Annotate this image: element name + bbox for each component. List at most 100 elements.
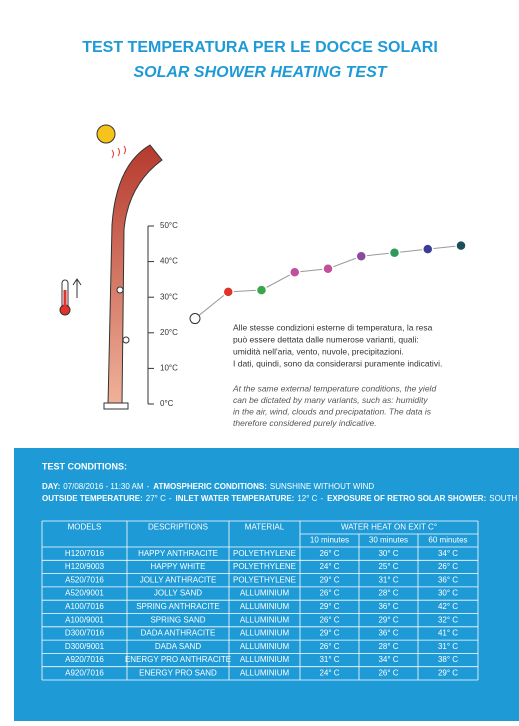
conditions-title: TEST CONDITIONS: bbox=[42, 461, 127, 471]
table-cell: 38° C bbox=[438, 655, 458, 664]
condition-value: SOUTH bbox=[489, 494, 517, 503]
table-cell: A920/7016 bbox=[65, 655, 104, 664]
table-cell: ENERGY PRO SAND bbox=[139, 668, 217, 677]
table-cell: DADA SAND bbox=[155, 642, 201, 651]
condition-label: INLET WATER TEMPERATURE: bbox=[176, 494, 295, 503]
table-cell: POLYETHYLENE bbox=[233, 562, 296, 571]
table-cell: POLYETHYLENE bbox=[233, 549, 296, 558]
table-cell: D300/7016 bbox=[65, 629, 105, 638]
table-cell: 31° C bbox=[319, 655, 339, 664]
table-cell: 34° C bbox=[438, 549, 458, 558]
table-cell: 60 minutes bbox=[428, 536, 467, 545]
table-cell: H120/9003 bbox=[65, 562, 105, 571]
table-cell: ALLUMINIUM bbox=[240, 629, 290, 638]
table-cell: 28° C bbox=[378, 642, 398, 651]
table-cell: 24° C bbox=[319, 668, 339, 677]
table-cell: 42° C bbox=[438, 602, 458, 611]
table-cell: WATER HEAT ON EXIT C° bbox=[341, 523, 437, 532]
table-cell: 30 minutes bbox=[369, 536, 408, 545]
table-cell: 30° C bbox=[438, 589, 458, 598]
table-cell: HAPPY ANTHRACITE bbox=[138, 549, 218, 558]
table-cell: 34° C bbox=[378, 655, 398, 664]
table-cell: ALLUMINIUM bbox=[240, 668, 290, 677]
note-en: in the air, wind, clouds and precipatati… bbox=[233, 406, 432, 416]
table-cell: JOLLY ANTHRACITE bbox=[140, 575, 217, 584]
table-cell: 36° C bbox=[438, 575, 458, 584]
table-cell: DADA ANTHRACITE bbox=[141, 629, 216, 638]
table-cell: 26° C bbox=[319, 589, 339, 598]
dot bbox=[455, 239, 467, 252]
condition-value: SUNSHINE WITHOUT WIND bbox=[270, 482, 375, 491]
table-cell: 26° C bbox=[378, 668, 398, 677]
table-cell: 29° C bbox=[319, 602, 339, 611]
table-cell: 32° C bbox=[438, 615, 458, 624]
table-cell: 29° C bbox=[319, 575, 339, 584]
condition-value: 27° C bbox=[146, 494, 166, 503]
table-cell: A100/7016 bbox=[65, 602, 104, 611]
table-cell: ALLUMINIUM bbox=[240, 655, 290, 664]
blue-panel bbox=[14, 448, 519, 721]
shower-illustration bbox=[59, 124, 163, 410]
y-tick-label: 0°C bbox=[160, 399, 174, 408]
condition-label: OUTSIDE TEMPERATURE: bbox=[42, 494, 143, 503]
table-cell: A520/9001 bbox=[65, 589, 104, 598]
condition-value: 12° C bbox=[297, 494, 317, 503]
table-cell: 30° C bbox=[378, 549, 398, 558]
note-it: umidità nell'aria, vento, nuvole, precip… bbox=[233, 346, 404, 356]
table-cell: 10 minutes bbox=[310, 536, 349, 545]
condition-value: 07/08/2016 - 11:30 AM bbox=[63, 482, 144, 491]
y-tick-label: 30°C bbox=[160, 292, 178, 301]
notes: Alle stesse condizioni esterne di temper… bbox=[232, 322, 442, 428]
table-cell: A100/9001 bbox=[65, 615, 104, 624]
table-cell: 36° C bbox=[378, 629, 398, 638]
table-cell: 28° C bbox=[378, 589, 398, 598]
subtitle: SOLAR SHOWER HEATING TEST bbox=[133, 64, 387, 81]
note-en: therefore considered purely indicative. bbox=[233, 418, 377, 428]
chart: 0°C 10°C 20°C 30°C 40°C 50°C bbox=[147, 221, 467, 408]
note-it: Alle stesse condizioni esterne di temper… bbox=[233, 322, 433, 332]
dot bbox=[255, 284, 268, 296]
table-cell: SPRING SAND bbox=[150, 615, 205, 624]
table-cell: ALLUMINIUM bbox=[240, 589, 290, 598]
note-it: I dati, quindi, sono da considerarsi pur… bbox=[233, 358, 442, 368]
separator: - bbox=[320, 494, 323, 503]
table-cell: ALLUMINIUM bbox=[240, 642, 290, 651]
table-cell: HAPPY WHITE bbox=[151, 562, 206, 571]
table-cell: 26° C bbox=[319, 642, 339, 651]
note-en: can be dictated by many variants, such a… bbox=[233, 395, 428, 405]
y-tick-label: 10°C bbox=[160, 364, 178, 373]
table-cell: JOLLY SAND bbox=[154, 589, 202, 598]
note-en: At the same external temperature conditi… bbox=[232, 383, 436, 393]
table-cell: MATERIAL bbox=[245, 523, 285, 532]
separator: - bbox=[169, 494, 172, 503]
y-tick-label: 50°C bbox=[160, 221, 178, 230]
table-cell: 31° C bbox=[438, 642, 458, 651]
table-cell: 24° C bbox=[319, 562, 339, 571]
table-cell: ALLUMINIUM bbox=[240, 615, 290, 624]
table-cell: 41° C bbox=[438, 629, 458, 638]
dot bbox=[355, 250, 367, 263]
table-cell: SPRING ANTHRACITE bbox=[136, 602, 220, 611]
condition-label: ATMOSPHERIC CONDITIONS: bbox=[153, 482, 267, 491]
table-cell: D300/9001 bbox=[65, 642, 105, 651]
condition-label: EXPOSURE OF RETRO SOLAR SHOWER: bbox=[327, 494, 486, 503]
table-cell: 29° C bbox=[319, 629, 339, 638]
dot bbox=[222, 286, 234, 298]
table-cell: DESCRIPTIONS bbox=[148, 523, 208, 532]
separator: - bbox=[147, 482, 150, 491]
table-cell: A520/7016 bbox=[65, 575, 104, 584]
y-tick-label: 40°C bbox=[160, 257, 178, 266]
table-cell: 31° C bbox=[378, 575, 398, 584]
table-cell: H120/7016 bbox=[65, 549, 105, 558]
table-cell: ALLUMINIUM bbox=[240, 602, 290, 611]
table-cell: 29° C bbox=[438, 668, 458, 677]
table-cell: A920/7016 bbox=[65, 668, 104, 677]
dot bbox=[388, 246, 401, 259]
table-cell: MODELS bbox=[68, 523, 102, 532]
table-cell: 25° C bbox=[378, 562, 398, 571]
table: MODELS DESCRIPTIONS MATERIAL WATER HEAT ON … bbox=[41, 520, 479, 681]
dot bbox=[422, 243, 434, 255]
test-conditions: TEST CONDITIONS: DAY: 07/08/2016 - 11:30 A… bbox=[42, 461, 517, 503]
